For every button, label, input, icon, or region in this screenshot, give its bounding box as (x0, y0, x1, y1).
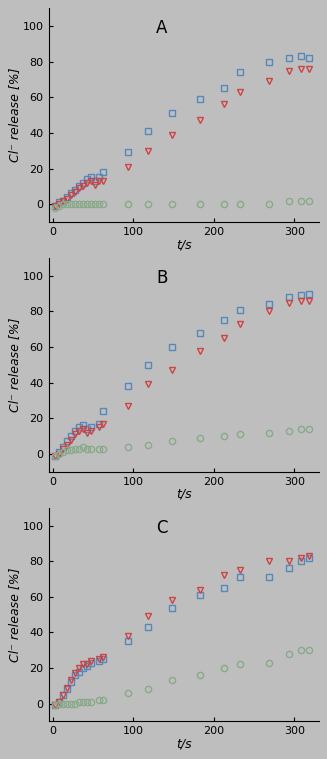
Text: A: A (156, 19, 168, 37)
Y-axis label: Cl⁻ release [%]: Cl⁻ release [%] (8, 317, 21, 412)
X-axis label: t/s: t/s (176, 238, 191, 251)
Text: C: C (156, 518, 168, 537)
Y-axis label: Cl⁻ release [%]: Cl⁻ release [%] (8, 568, 21, 662)
Y-axis label: Cl⁻ release [%]: Cl⁻ release [%] (8, 68, 21, 162)
Text: B: B (156, 269, 168, 287)
X-axis label: t/s: t/s (176, 738, 191, 751)
X-axis label: t/s: t/s (176, 488, 191, 501)
